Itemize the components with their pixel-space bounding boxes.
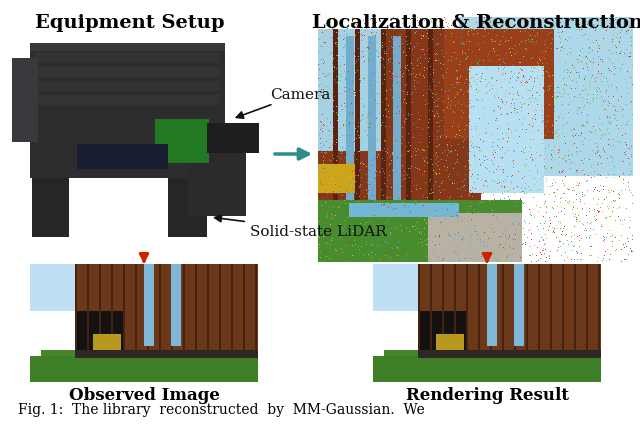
Text: Fig. 1:  The library  reconstructed  by  MM-Gaussian.  We: Fig. 1: The library reconstructed by MM-…	[18, 402, 425, 416]
Text: Rendering Result: Rendering Result	[406, 386, 568, 403]
Text: Camera: Camera	[236, 88, 330, 119]
Text: Solid-state LiDAR: Solid-state LiDAR	[214, 216, 387, 239]
Text: Equipment Setup: Equipment Setup	[35, 14, 225, 32]
Text: Observed Image: Observed Image	[68, 386, 220, 403]
Text: Localization & Reconstruction: Localization & Reconstruction	[312, 14, 640, 32]
